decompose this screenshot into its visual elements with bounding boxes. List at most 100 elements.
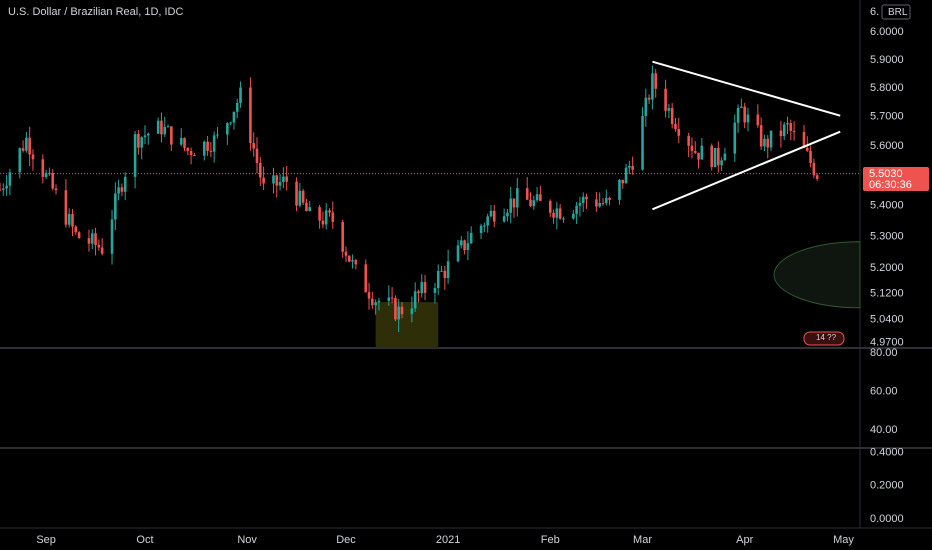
candle-body [417, 291, 420, 294]
candles [0, 65, 819, 333]
candle-body [74, 226, 78, 233]
candle-body [516, 188, 519, 208]
candle-body [492, 210, 496, 222]
oscillator-1-axis: 80.00 60.00 40.00 [870, 347, 898, 436]
candle-body [44, 173, 48, 177]
candle-body [28, 137, 31, 155]
candle-body [552, 212, 555, 218]
candle-body [193, 154, 196, 156]
price-tick-label: 5.4000 [870, 200, 904, 212]
candle-body [120, 187, 124, 192]
candle-body [601, 202, 605, 204]
candle-body [209, 150, 213, 152]
candle-body [341, 221, 344, 252]
candle-body [743, 106, 746, 123]
candle-body [324, 210, 328, 225]
currency-badge-label: BRL [888, 7, 908, 18]
mini-indicator-badge[interactable] [803, 331, 845, 346]
candle-body [143, 135, 147, 138]
candle-body [766, 138, 770, 148]
candle-body [133, 134, 137, 177]
candle-body [262, 177, 265, 184]
candle-body [87, 238, 91, 244]
candle-body [301, 190, 305, 203]
candle-body [628, 166, 631, 168]
candle-body [97, 244, 101, 248]
candle-body [693, 151, 697, 153]
price-tick-label: 5.1200 [870, 287, 904, 299]
candle-body [512, 198, 516, 208]
candle-body [674, 123, 677, 129]
candle-body [756, 114, 760, 126]
candle-body [647, 97, 651, 100]
last-price-badge [863, 167, 929, 191]
candle-body [555, 208, 559, 218]
candle-body [41, 159, 45, 177]
candle-body [809, 150, 812, 163]
candle-body [618, 179, 621, 200]
price-tick-label: 5.6000 [870, 140, 904, 152]
candle-body [436, 270, 440, 289]
candle-body [548, 200, 552, 213]
time-tick-label: May [833, 534, 854, 546]
price-tick-label: 6.0000 [870, 26, 904, 38]
candle-body [690, 145, 694, 152]
candle-body [331, 212, 335, 222]
candle-body [278, 181, 282, 186]
price-top-label: 6. [870, 6, 879, 18]
price-tick-label: 5.8000 [870, 82, 904, 94]
candle-body [509, 198, 513, 213]
candle-body [575, 205, 578, 214]
candle-body [298, 190, 302, 206]
candle-body [140, 137, 143, 148]
candle-body [440, 270, 443, 272]
candle-body [413, 291, 417, 309]
candle-body [308, 207, 312, 212]
candle-body [410, 308, 414, 315]
candle-body [110, 219, 114, 254]
candle-body [466, 243, 470, 251]
candle-body [529, 199, 532, 207]
price-tick-label: 5.7000 [870, 111, 904, 123]
trendlines [652, 60, 841, 211]
candle-body [295, 181, 298, 206]
candle-body [347, 255, 351, 262]
last-price-value: 5.5030 [869, 168, 903, 180]
candle-body [183, 138, 186, 148]
candle-body [664, 88, 667, 111]
candle-body [558, 208, 562, 219]
mini-indicator-label: 14 ?? [816, 333, 837, 342]
candle-body [77, 232, 81, 239]
candle-body [670, 108, 674, 124]
candle-body [802, 131, 806, 148]
candle-body [433, 288, 437, 293]
candle-body [377, 300, 381, 303]
currency-badge[interactable] [881, 4, 911, 20]
candle-body [275, 175, 279, 186]
candle-body [539, 194, 542, 201]
candle-body [367, 292, 371, 299]
candle-body [387, 297, 391, 301]
projection-ellipse[interactable] [773, 241, 861, 309]
candle-body [400, 306, 404, 315]
candle-body [717, 148, 720, 166]
candle-body [100, 247, 104, 254]
candle-body [226, 123, 229, 135]
candle-body [166, 126, 170, 128]
trendline[interactable] [652, 130, 841, 211]
highlight-zone[interactable] [375, 302, 439, 348]
oscillator-tick-label: 60.00 [870, 385, 898, 397]
candle-body [713, 148, 717, 168]
candle-body [305, 202, 308, 212]
candle-body [344, 251, 348, 256]
oscillator-tick-label: 0.2000 [870, 480, 904, 492]
candle-body [397, 306, 400, 320]
trendline[interactable] [652, 60, 841, 117]
candle-body [789, 123, 793, 131]
time-tick-label: Mar [633, 534, 652, 546]
oscillator-tick-label: 80.00 [870, 347, 898, 359]
candle-body [212, 135, 216, 152]
candle-body [815, 175, 819, 180]
candle-body [371, 298, 374, 306]
